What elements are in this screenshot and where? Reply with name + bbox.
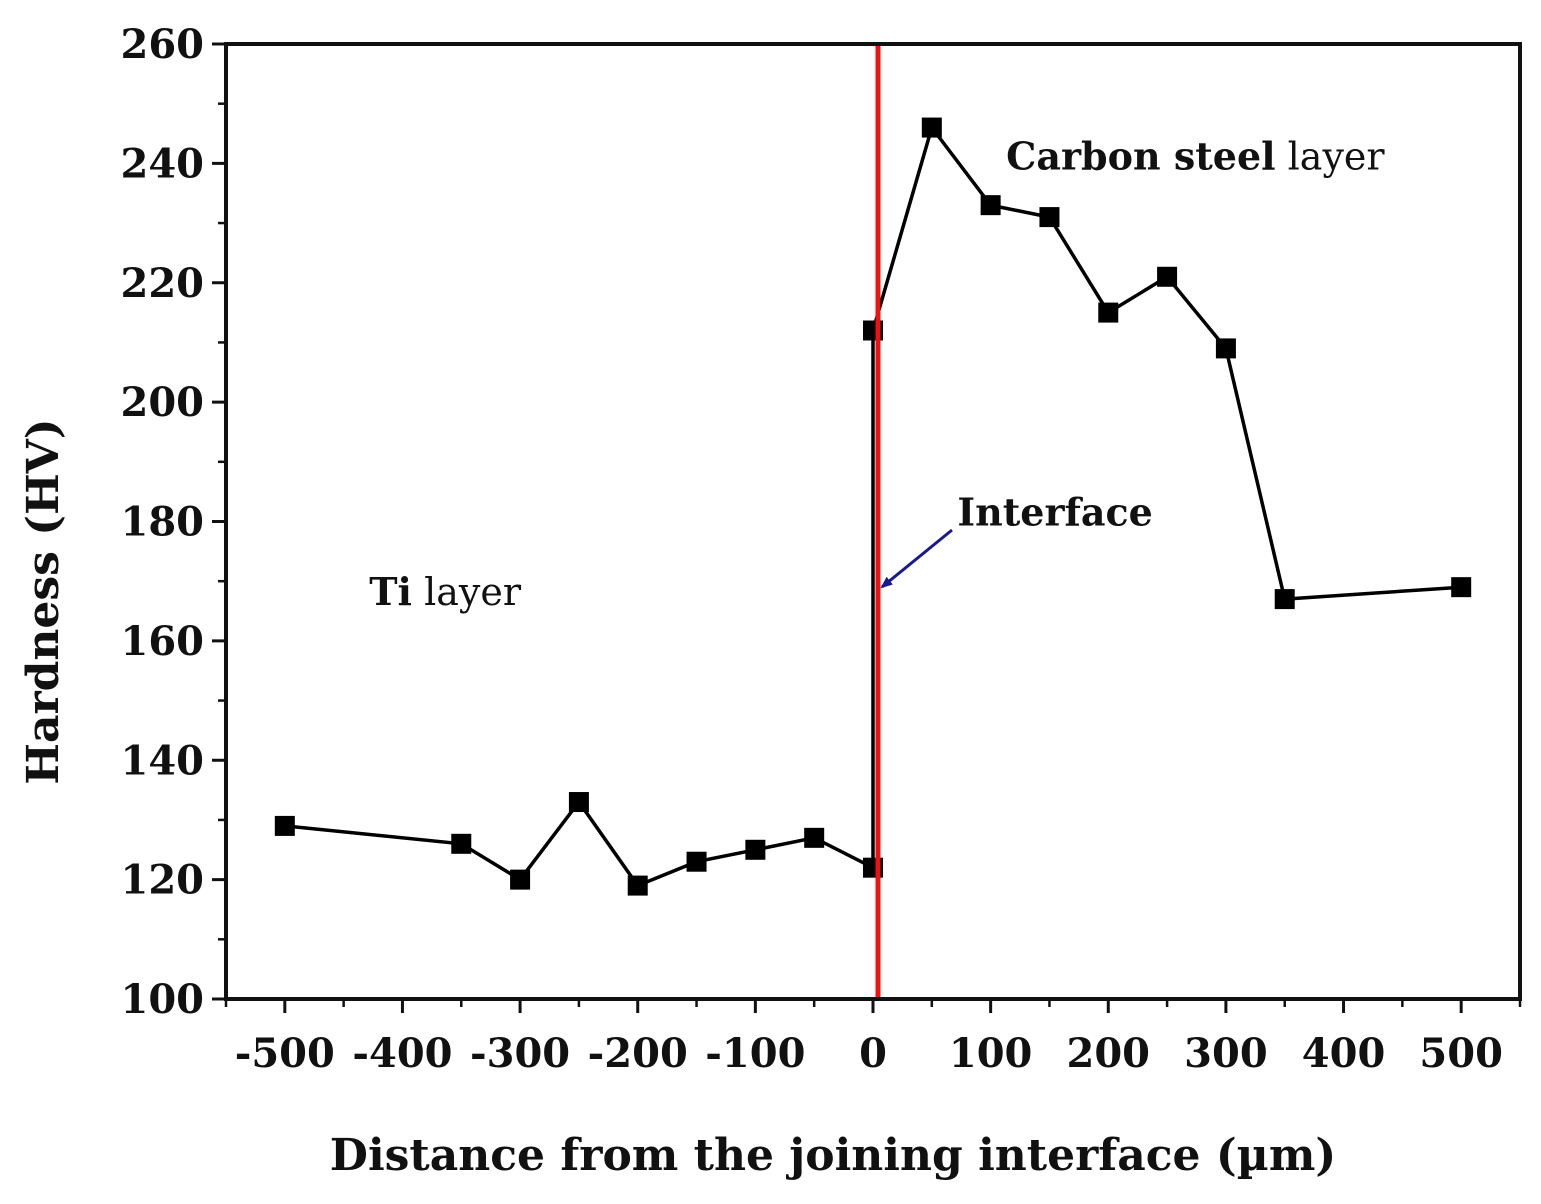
y-tick-label: 100	[121, 976, 205, 1023]
y-tick-label: 220	[121, 260, 205, 307]
data-point-marker	[921, 117, 942, 138]
x-tick-label: 500	[1419, 1030, 1503, 1077]
y-tick-label: 180	[121, 499, 205, 546]
data-point-marker	[1451, 577, 1472, 598]
carbon-steel-layer-label: Carbon steel layer	[1006, 133, 1385, 178]
data-point-marker	[1274, 589, 1295, 610]
x-tick-label: -300	[470, 1030, 570, 1077]
series-line	[284, 123, 1462, 888]
interface-label: Interface	[957, 490, 1152, 535]
y-tick-label: 120	[121, 857, 205, 904]
x-tick-label: 0	[859, 1030, 887, 1077]
data-point-marker	[980, 195, 1001, 216]
data-point-marker	[1157, 266, 1178, 287]
data-point-marker	[745, 839, 766, 860]
data-point-marker	[274, 815, 295, 836]
x-tick-label: -100	[705, 1030, 805, 1077]
x-tick-label: 100	[949, 1030, 1033, 1077]
y-tick-label: 160	[121, 618, 205, 665]
ti-layer-label: Ti layer	[369, 569, 522, 614]
data-point-marker	[510, 869, 531, 890]
y-tick-label: 260	[121, 21, 205, 68]
data-point-marker	[686, 851, 707, 872]
plot-frame	[224, 42, 1522, 1001]
data-point-marker	[1215, 338, 1236, 359]
y-tick-labels: 100 120 140 160 180 200 220 240 260	[121, 21, 205, 1023]
y-axis-title: Hardness (HV)	[18, 418, 69, 784]
x-tick-label: -200	[588, 1030, 688, 1077]
y-tick-label: 200	[121, 379, 205, 426]
y-tick-label: 140	[121, 737, 205, 784]
data-point-marker	[804, 827, 825, 848]
data-point-marker	[1039, 207, 1060, 228]
data-point-marker	[451, 833, 472, 854]
annotations: Ti layer Carbon steel layer Interface	[369, 133, 1385, 614]
x-axis-title: Distance from the joining interface (µm)	[330, 1130, 1336, 1181]
x-tick-label: 400	[1302, 1030, 1386, 1077]
data-point-marker	[627, 875, 648, 896]
x-tick-label: 200	[1067, 1030, 1151, 1077]
x-tick-label: 300	[1184, 1030, 1268, 1077]
data-point-marker	[1098, 302, 1119, 323]
x-tick-labels: -500 -400 -300 -200 -100 0 100 200 300 400 500	[235, 1030, 1503, 1077]
x-tick-label: -400	[352, 1030, 452, 1077]
interface-arrow	[880, 528, 953, 589]
data-point-marker	[568, 792, 589, 813]
series-group	[274, 117, 1472, 896]
x-tick-label: -500	[235, 1030, 335, 1077]
y-tick-label: 240	[121, 140, 205, 187]
